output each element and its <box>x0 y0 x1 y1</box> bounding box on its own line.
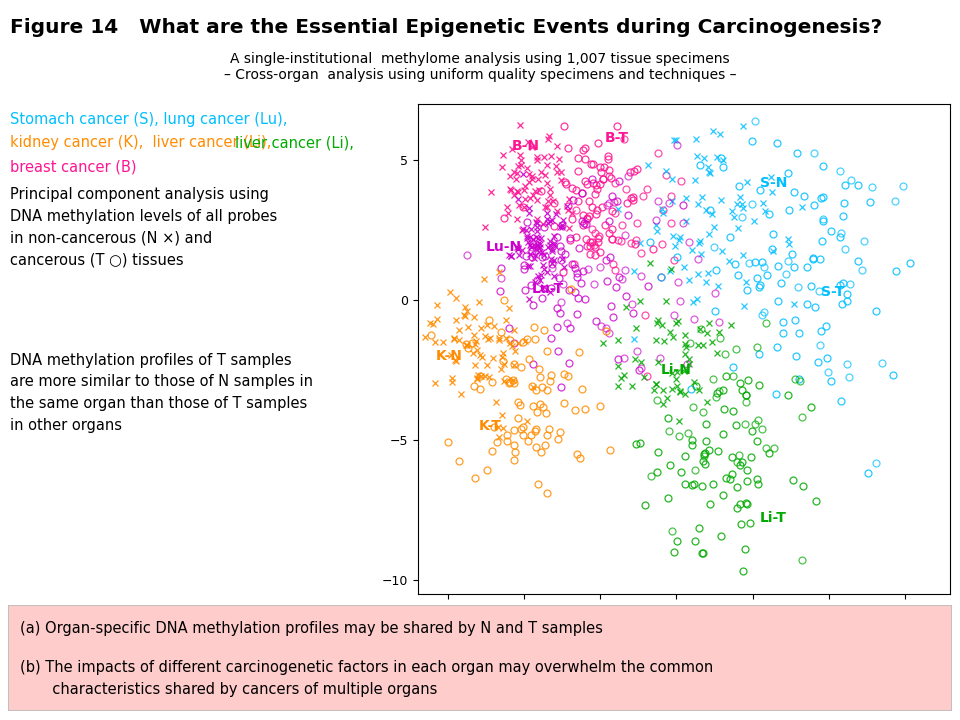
Text: Lu-N: Lu-N <box>486 240 522 254</box>
Text: K-N: K-N <box>436 349 463 363</box>
Text: K-T: K-T <box>478 419 501 433</box>
Text: (a) Organ-specific DNA methylation profiles may be shared by N and T samples: (a) Organ-specific DNA methylation profi… <box>20 621 603 636</box>
Text: Lu-T: Lu-T <box>532 282 564 296</box>
Text: kidney cancer (K),  liver cancer (Li),: kidney cancer (K), liver cancer (Li), <box>10 135 271 150</box>
Text: – Cross-organ  analysis using uniform quality specimens and techniques –: – Cross-organ analysis using uniform qua… <box>224 68 736 82</box>
Text: DNA methylation profiles of T samples
are more similar to those of N samples in
: DNA methylation profiles of T samples ar… <box>10 353 313 433</box>
Text: Principal component analysis using
DNA methylation levels of all probes
in non-c: Principal component analysis using DNA m… <box>10 187 276 267</box>
Text: Li-T: Li-T <box>760 511 787 526</box>
Text: breast cancer (B): breast cancer (B) <box>10 159 136 174</box>
Text: liver cancer (Li),: liver cancer (Li), <box>235 135 354 150</box>
FancyBboxPatch shape <box>8 605 952 711</box>
Text: B-N: B-N <box>512 140 540 153</box>
Text: (b) The impacts of different carcinogenetic factors in each organ may overwhelm : (b) The impacts of different carcinogene… <box>20 660 713 698</box>
Text: A single-institutional  methylome analysis using 1,007 tissue specimens: A single-institutional methylome analysi… <box>230 52 730 66</box>
Text: S-N: S-N <box>760 176 787 190</box>
Text: B-T: B-T <box>605 131 629 145</box>
Text: S-T: S-T <box>821 285 845 299</box>
Text: Stomach cancer (S), lung cancer (Lu),: Stomach cancer (S), lung cancer (Lu), <box>10 112 287 127</box>
Text: Figure 14   What are the Essential Epigenetic Events during Carcinogenesis?: Figure 14 What are the Essential Epigene… <box>10 18 881 37</box>
Text: Li-N: Li-N <box>661 363 692 377</box>
